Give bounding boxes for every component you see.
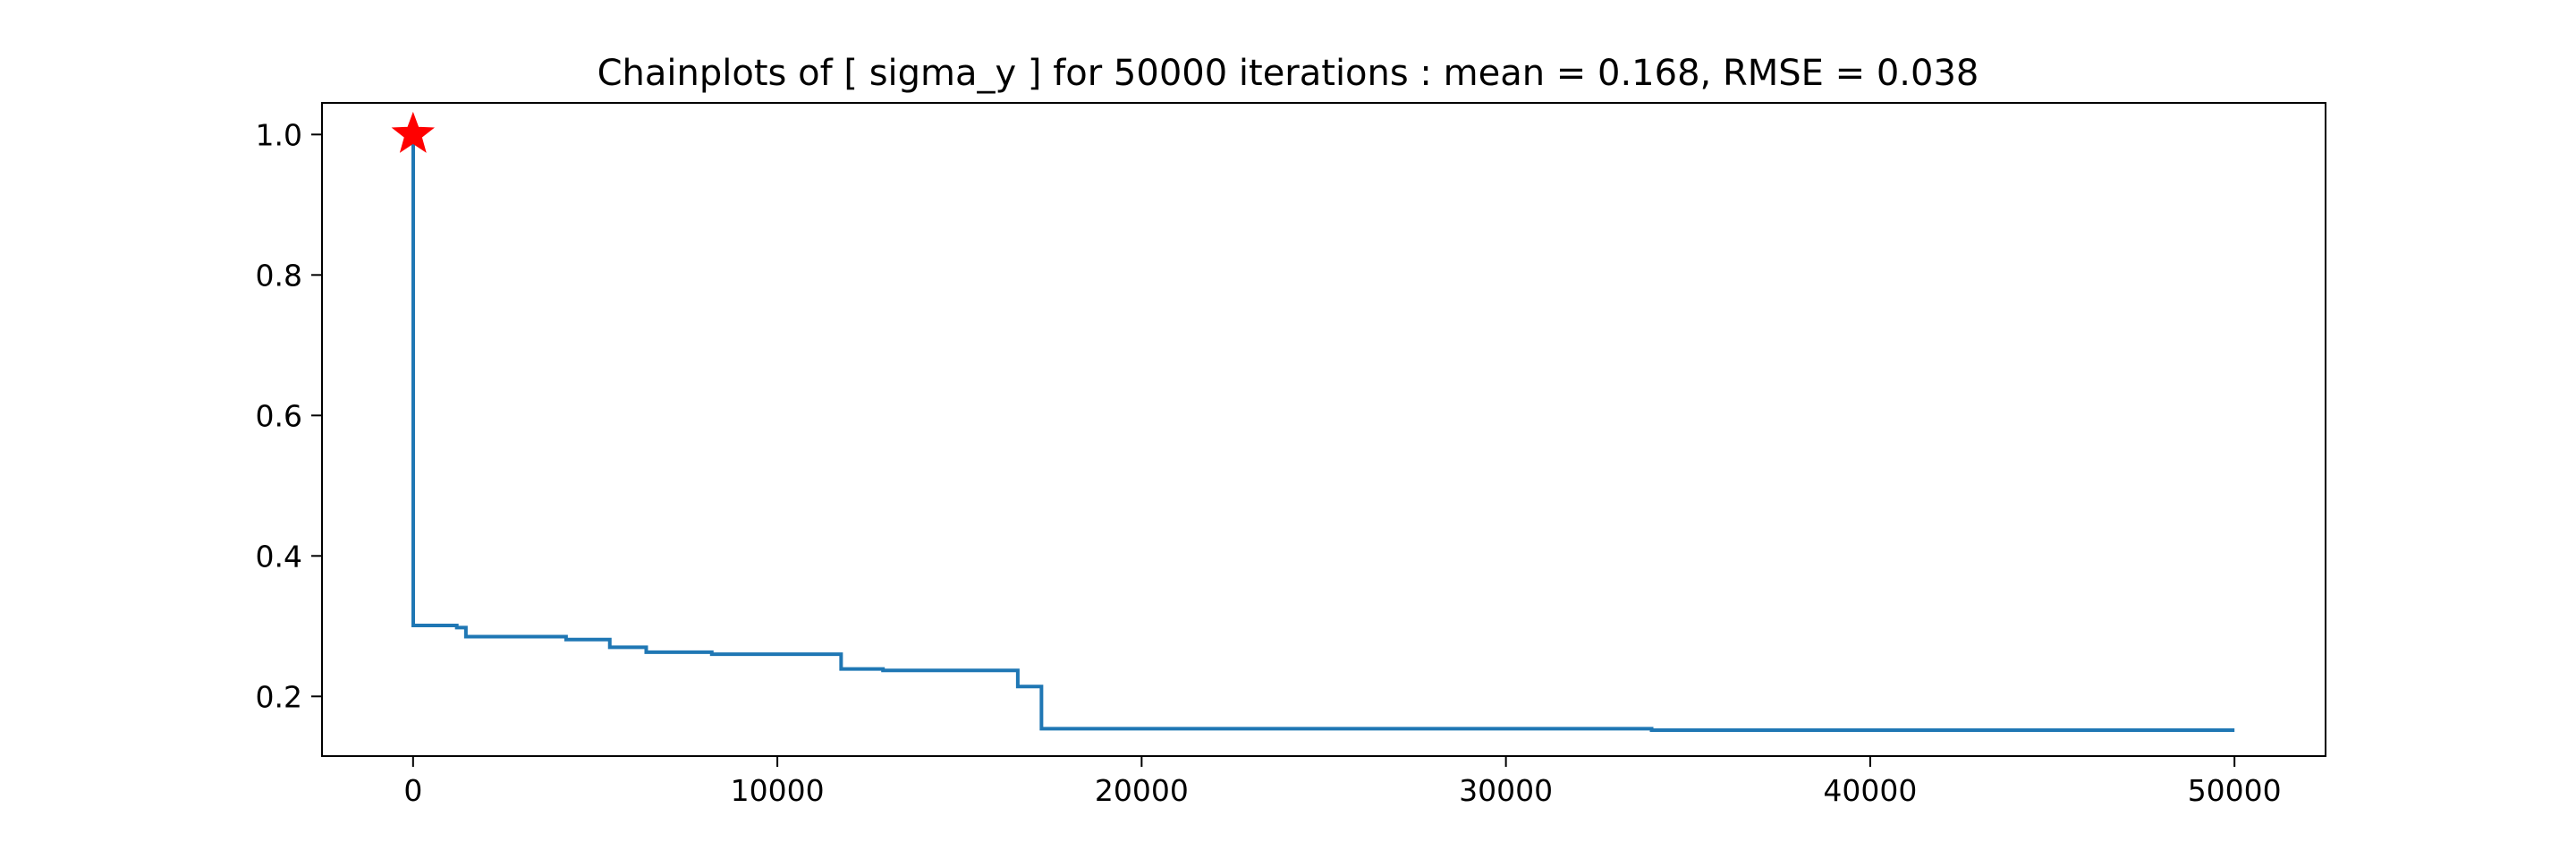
y-tick-label: 0.8 [256,258,302,293]
series-line [411,132,2235,732]
start-star-icon [391,111,436,153]
x-axis: 0 10000 20000 30000 40000 50000 [403,756,2282,808]
x-tick-label: 50000 [2188,773,2282,808]
y-tick-label: 0.6 [256,398,302,433]
y-axis: 0.2 0.4 0.6 0.8 1.0 [256,117,322,714]
x-tick-label: 40000 [1823,773,1917,808]
x-tick-label: 0 [403,773,422,808]
x-tick-label: 20000 [1095,773,1189,808]
y-tick-label: 1.0 [256,117,302,152]
y-tick-label: 0.2 [256,679,302,714]
axes-frame [321,102,2326,757]
plot-area [391,111,2235,732]
chart-title: Chainplots of [ sigma_y ] for 50000 iter… [597,53,1979,94]
y-tick-label: 0.4 [256,539,302,574]
x-tick-label: 10000 [731,773,825,808]
x-tick-label: 30000 [1459,773,1553,808]
